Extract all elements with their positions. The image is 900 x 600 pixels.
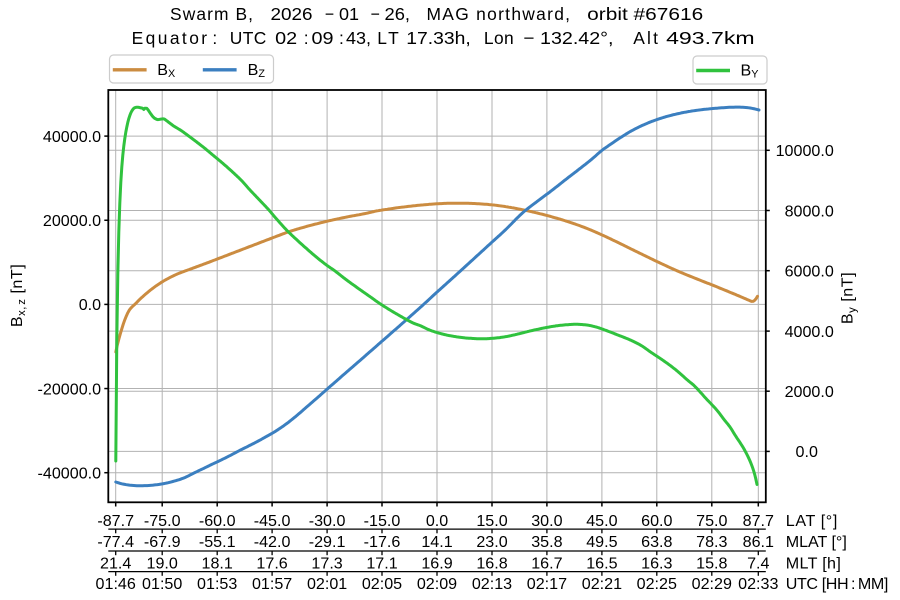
svg-text:17.1: 17.1 xyxy=(366,554,397,572)
svg-text:-40000.0: -40000.0 xyxy=(38,465,102,483)
svg-text:UTC: UTC xyxy=(230,28,266,48)
svg-text:-29.1: -29.1 xyxy=(309,533,346,551)
svg-text:63.8: 63.8 xyxy=(641,533,672,551)
svg-text:16.7: 16.7 xyxy=(531,554,562,572)
svg-text:2026: 2026 xyxy=(271,4,313,24)
svg-text:49.5: 49.5 xyxy=(586,533,617,551)
svg-text:60.0: 60.0 xyxy=(641,512,672,530)
svg-text:-17.6: -17.6 xyxy=(364,533,401,551)
svg-text:02:25: 02:25 xyxy=(637,575,677,593)
svg-text:02:21: 02:21 xyxy=(582,575,622,593)
svg-text:02:09: 02:09 xyxy=(417,575,457,593)
svg-text:09: 09 xyxy=(312,28,334,48)
svg-text:16.5: 16.5 xyxy=(586,554,617,572)
svg-text:01: 01 xyxy=(339,4,359,24)
svg-text:01:46: 01:46 xyxy=(96,575,136,593)
svg-text:-30.0: -30.0 xyxy=(309,512,346,530)
svg-text:01:50: 01:50 xyxy=(142,575,182,593)
svg-text:2000.0: 2000.0 xyxy=(785,383,834,401)
svg-text:20000.0: 20000.0 xyxy=(43,212,101,230)
svg-text:17.33h,: 17.33h, xyxy=(406,28,471,48)
svg-text:78.3: 78.3 xyxy=(696,533,727,551)
svg-text:−: − xyxy=(371,4,380,24)
svg-text:LAT [°]: LAT [°] xyxy=(786,512,838,530)
svg-text:10000.0: 10000.0 xyxy=(776,142,834,160)
svg-text:02:29: 02:29 xyxy=(692,575,732,593)
svg-text:45.0: 45.0 xyxy=(586,512,617,530)
svg-text:43,: 43, xyxy=(346,28,371,48)
svg-text:orbit #67616: orbit #67616 xyxy=(587,4,703,24)
svg-text:01:53: 01:53 xyxy=(197,575,237,593)
svg-text:-15.0: -15.0 xyxy=(364,512,401,530)
svg-text:-77.4: -77.4 xyxy=(97,533,134,551)
svg-text:02:01: 02:01 xyxy=(307,575,347,593)
svg-text:Lon: Lon xyxy=(484,28,514,48)
svg-text:02:13: 02:13 xyxy=(472,575,512,593)
svg-text:14.1: 14.1 xyxy=(421,533,452,551)
svg-text:75.0: 75.0 xyxy=(696,512,727,530)
svg-text:17.3: 17.3 xyxy=(311,554,342,572)
svg-text:-42.0: -42.0 xyxy=(254,533,291,551)
svg-text:-60.0: -60.0 xyxy=(199,512,236,530)
svg-text:18.1: 18.1 xyxy=(202,554,233,572)
svg-text:MAG northward,: MAG northward, xyxy=(427,4,571,24)
svg-text:40000.0: 40000.0 xyxy=(43,128,101,146)
svg-text:19.0: 19.0 xyxy=(147,554,178,572)
svg-text:35.8: 35.8 xyxy=(531,533,562,551)
svg-text:16.3: 16.3 xyxy=(641,554,672,572)
svg-text:-67.9: -67.9 xyxy=(144,533,181,551)
svg-text:Swarm B,: Swarm B, xyxy=(170,4,253,24)
svg-text:0.0: 0.0 xyxy=(796,443,818,461)
svg-text:02:05: 02:05 xyxy=(362,575,402,593)
svg-text:87.7: 87.7 xyxy=(743,512,774,530)
svg-text:-45.0: -45.0 xyxy=(254,512,291,530)
svg-text:02:33: 02:33 xyxy=(738,575,778,593)
svg-text:-75.0: -75.0 xyxy=(144,512,181,530)
svg-text:02: 02 xyxy=(275,28,297,48)
svg-text:0.0: 0.0 xyxy=(426,512,448,530)
svg-text:MLT [h]: MLT [h] xyxy=(786,554,841,572)
svg-text:7.4: 7.4 xyxy=(747,554,769,572)
svg-text:Bx, z [nT]: Bx, z [nT] xyxy=(8,264,28,327)
svg-text:LT: LT xyxy=(377,28,399,48)
svg-text:15.8: 15.8 xyxy=(696,554,727,572)
svg-text:02:17: 02:17 xyxy=(527,575,567,593)
svg-text:01:57: 01:57 xyxy=(252,575,292,593)
svg-text:16.8: 16.8 xyxy=(476,554,507,572)
svg-text:17.6: 17.6 xyxy=(256,554,287,572)
svg-text:493.7km: 493.7km xyxy=(666,28,755,48)
svg-text:-87.7: -87.7 xyxy=(97,512,134,530)
svg-text::: : xyxy=(304,28,309,48)
svg-text:−: − xyxy=(325,4,334,24)
svg-text:6000.0: 6000.0 xyxy=(785,263,834,281)
svg-text:23.0: 23.0 xyxy=(476,533,507,551)
svg-text:-20000.0: -20000.0 xyxy=(38,380,102,398)
svg-text::: : xyxy=(339,28,344,48)
svg-text:By [nT]: By [nT] xyxy=(839,272,859,324)
svg-text:-55.1: -55.1 xyxy=(199,533,236,551)
svg-text:132.42°,: 132.42°, xyxy=(540,28,614,48)
svg-text:16.9: 16.9 xyxy=(421,554,452,572)
svg-text:4000.0: 4000.0 xyxy=(785,323,834,341)
svg-text:0.0: 0.0 xyxy=(79,296,101,314)
svg-text:Equator: Equator xyxy=(132,28,208,48)
svg-text:MLAT [°]: MLAT [°] xyxy=(786,533,847,551)
svg-text:−: − xyxy=(523,28,534,48)
svg-text::: : xyxy=(212,28,217,48)
svg-text:26,: 26, xyxy=(385,4,411,24)
svg-text:21.4: 21.4 xyxy=(100,554,131,572)
svg-text:8000.0: 8000.0 xyxy=(785,202,834,220)
svg-text:15.0: 15.0 xyxy=(476,512,507,530)
svg-text:30.0: 30.0 xyxy=(531,512,562,530)
svg-text:UTC [HH : MM]: UTC [HH : MM] xyxy=(786,575,889,593)
svg-text:86.1: 86.1 xyxy=(743,533,774,551)
